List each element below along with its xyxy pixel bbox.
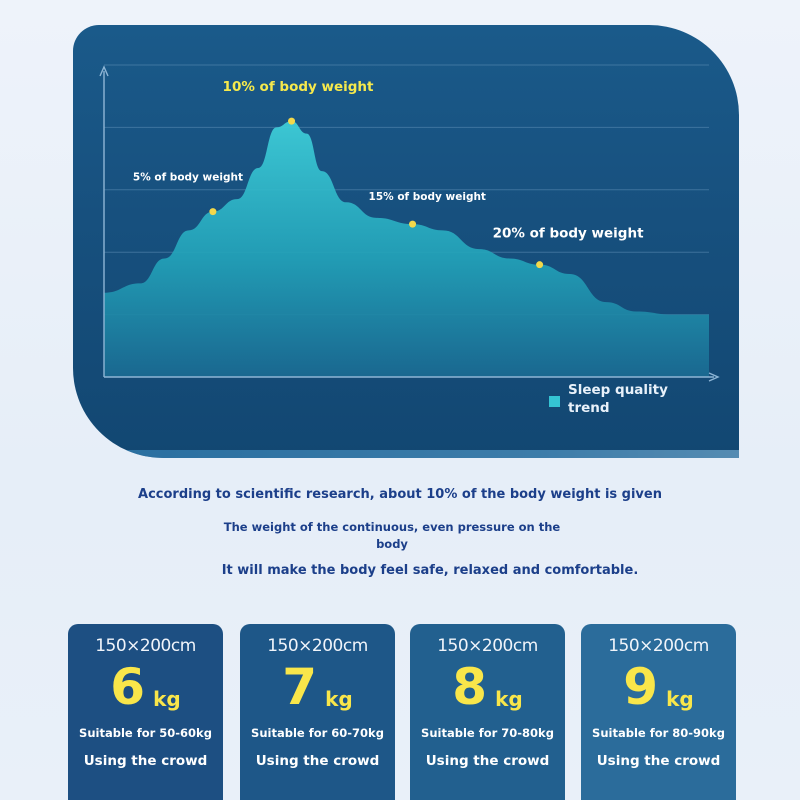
card-size: 150×200cm <box>437 636 538 656</box>
card-crowd: Using the crowd <box>425 753 550 769</box>
card-suitable: Suitable for 60-70kg <box>251 726 384 740</box>
x-axis-arrow <box>708 372 720 382</box>
card-weight: 7 kg <box>240 660 395 714</box>
annotation-label-3: 15% of body weight <box>369 191 486 203</box>
card-crowd: Using the crowd <box>83 753 208 769</box>
chart-points <box>209 117 544 269</box>
chart-labels: 5% of body weight 10% of body weight 15% o… <box>133 79 644 242</box>
card-size: 150×200cm <box>267 636 368 656</box>
description-line-3: It will make the body feel safe, relaxed… <box>221 563 639 578</box>
product-cards: 150×200cm 6 kg Suitable for 50-60kg Usin… <box>68 624 738 800</box>
card-weight: 9 kg <box>581 660 736 714</box>
annotation-point-3 <box>409 220 417 228</box>
card-weight-unit: kg <box>153 687 181 711</box>
product-card-8kg[interactable]: 150×200cm 8 kg Suitable for 70-80kg Usin… <box>410 624 565 800</box>
card-suitable: Suitable for 50-60kg <box>79 726 212 740</box>
annotation-point-2 <box>288 117 296 125</box>
card-size: 150×200cm <box>608 636 709 656</box>
card-weight-value: 9 <box>623 658 659 716</box>
chart-panel: 5% of body weight 10% of body weight 15% o… <box>73 25 739 458</box>
product-card-6kg[interactable]: 150×200cm 6 kg Suitable for 50-60kg Usin… <box>68 624 223 800</box>
card-suitable: Suitable for 70-80kg <box>421 726 554 740</box>
card-weight: 8 kg <box>410 660 565 714</box>
annotation-label-1: 5% of body weight <box>133 172 243 184</box>
card-weight-unit: kg <box>495 687 523 711</box>
card-weight-unit: kg <box>666 687 694 711</box>
card-weight-value: 6 <box>110 658 146 716</box>
card-crowd: Using the crowd <box>255 753 380 769</box>
annotation-label-4: 20% of body weight <box>493 226 644 242</box>
legend-swatch <box>549 396 560 407</box>
card-weight: 6 kg <box>68 660 223 714</box>
annotation-label-2: 10% of body weight <box>223 79 374 95</box>
annotation-point-4 <box>536 261 544 269</box>
product-card-9kg[interactable]: 150×200cm 9 kg Suitable for 80-90kg Usin… <box>581 624 736 800</box>
description-line-2: The weight of the continuous, even press… <box>223 520 561 551</box>
card-weight-unit: kg <box>325 687 353 711</box>
y-axis-arrow <box>99 65 109 77</box>
chart-axes <box>99 65 720 382</box>
chart-area-layer <box>104 121 709 377</box>
card-weight-value: 8 <box>452 658 488 716</box>
card-suitable: Suitable for 80-90kg <box>592 726 725 740</box>
area-series-sleep-quality <box>104 121 709 377</box>
card-crowd: Using the crowd <box>596 753 721 769</box>
description-line-1: According to scientific research, about … <box>138 487 662 502</box>
legend-label: Sleep quality trend <box>568 382 668 416</box>
card-weight-value: 7 <box>282 658 318 716</box>
annotation-point-1 <box>209 208 217 216</box>
card-size: 150×200cm <box>95 636 196 656</box>
chart-svg: 5% of body weight 10% of body weight 15% o… <box>99 64 720 382</box>
product-card-7kg[interactable]: 150×200cm 7 kg Suitable for 60-70kg Usin… <box>240 624 395 800</box>
chart-legend: Sleep quality trend <box>549 381 678 417</box>
